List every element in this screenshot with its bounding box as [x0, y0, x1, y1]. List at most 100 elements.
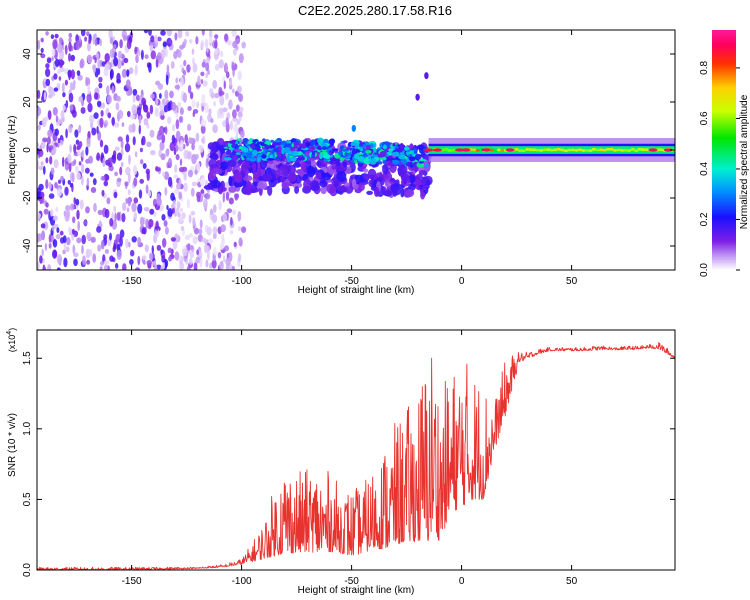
spectrogram-noise-blob	[132, 94, 136, 103]
spectrogram-noise-blob	[71, 172, 75, 183]
spectrogram-noise-blob	[143, 118, 149, 126]
spectrogram-noise-blob	[228, 197, 234, 205]
spectrogram-noise-blob	[96, 100, 102, 108]
spectrogram-band-halo	[281, 182, 290, 190]
snr-ylabel: SNR (10 * v/v)	[7, 413, 18, 477]
spectrogram-noise-blob	[116, 152, 123, 161]
spectrogram-noise-blob	[49, 155, 53, 165]
spectrogram-noise-blob	[69, 104, 74, 111]
spectrogram-noise-blob	[205, 259, 209, 268]
stable-line-core	[514, 148, 519, 151]
spectrogram-noise-blob	[77, 150, 81, 157]
spectrogram-noise-blob	[214, 34, 219, 39]
spectrogram-band-halo	[395, 179, 400, 185]
spectrogram-noise-blob	[112, 150, 117, 157]
spectrogram-noise-blob	[70, 69, 75, 80]
snr-y-multiplier-exp: 4	[6, 331, 13, 335]
spectrogram-noise-blob	[58, 37, 63, 44]
spectrogram-band-halo	[400, 187, 405, 198]
spectrogram-noise-blob	[186, 123, 192, 132]
spectrogram-noise-blob	[50, 167, 55, 175]
spectrogram-noise-blob	[168, 39, 173, 45]
y-tick-label: -20	[22, 190, 33, 205]
spectrogram-noise-blob	[47, 264, 52, 270]
stable-line-core	[539, 148, 544, 152]
spectrogram-noise-blob	[94, 38, 98, 47]
spectrogram-noise-blob	[237, 70, 242, 81]
spectrogram-noise-blob	[37, 213, 41, 219]
spectrogram-noise-blob	[57, 137, 61, 144]
spectrogram-band-blob	[286, 155, 290, 162]
x-tick-label: 50	[566, 576, 578, 587]
spectrogram-noise-blob	[53, 73, 58, 80]
spectrogram-noise-blob	[131, 236, 137, 243]
spectrogram-noise-blob	[128, 124, 134, 133]
spectrogram-noise-blob	[40, 161, 44, 166]
spectrogram-band-blob	[251, 149, 258, 156]
spectrogram-noise-blob	[183, 38, 187, 46]
spectrogram-noise-blob	[101, 175, 106, 181]
spectrogram-noise-blob	[54, 33, 59, 39]
spectrogram-noise-blob	[103, 122, 107, 128]
spectrogram-noise-blob	[68, 32, 73, 39]
spectrogram-noise-blob	[80, 30, 86, 37]
stable-line-peak	[663, 148, 673, 152]
stable-line-core	[528, 148, 533, 152]
spectrogram-noise-blob	[190, 137, 194, 144]
stable-line-peak	[432, 148, 442, 152]
spectrogram-band-halo	[322, 172, 332, 181]
spectrogram-noise-blob	[56, 69, 61, 75]
spectrogram-noise-blob	[94, 56, 97, 64]
spectrogram-noise-blob	[190, 210, 196, 216]
spectrogram-noise-blob	[175, 112, 179, 120]
spectrogram-band-blob	[400, 158, 408, 165]
stable-line-core	[549, 148, 554, 152]
spectrogram-noise-blob	[42, 266, 47, 270]
spectrogram-noise-blob	[174, 32, 178, 41]
spectrogram-noise-blob	[153, 211, 157, 217]
spectrogram-noise-blob	[189, 251, 195, 259]
colorbar-label: Normalized spectral amplitude	[739, 94, 750, 229]
spectrogram-noise-blob	[218, 200, 222, 211]
spectrogram-noise-blob	[181, 212, 186, 220]
spectrogram-noise-blob	[99, 117, 104, 128]
spectrogram-noise-blob	[222, 120, 227, 128]
spectrogram-noise-blob	[42, 137, 48, 143]
spectrogram-band-halo	[337, 186, 346, 192]
spectrogram-noise-blob	[87, 42, 91, 52]
spectrogram-noise-blob	[160, 249, 164, 255]
spectrogram-noise-blob	[210, 208, 213, 215]
spectrogram-noise-blob	[37, 89, 41, 99]
spectrogram-noise-blob	[226, 208, 233, 213]
spectrogram-noise-blob	[92, 34, 96, 45]
stable-line-core	[496, 148, 502, 152]
spectrogram-noise-blob	[89, 248, 93, 257]
spectrogram-band-blob	[311, 150, 316, 157]
stable-line-peak	[454, 148, 464, 152]
spectrogram-noise-blob	[166, 30, 172, 37]
snr-y-multiplier-base: (x10	[7, 335, 17, 353]
spectrogram-noise-blob	[208, 108, 212, 116]
spectrogram-noise-blob	[161, 214, 166, 221]
spectrogram-band-blob	[244, 138, 248, 144]
spectrogram-band-blob	[378, 161, 383, 165]
spectrogram-noise-blob	[150, 150, 156, 156]
spectrogram-noise-blob	[156, 133, 162, 141]
spectrogram-noise-blob	[148, 30, 152, 36]
spectrogram-noise-blob	[84, 36, 87, 42]
spectrogram-noise-blob	[106, 85, 110, 96]
spectrogram-ylabel: Frequency (Hz)	[7, 116, 18, 185]
spectrogram-noise-blob	[149, 208, 155, 215]
spectrogram-band-blob	[256, 156, 261, 163]
spectrogram-noise-blob	[81, 163, 85, 174]
spectrogram-band-blob	[379, 151, 388, 156]
spectrogram-noise-blob	[188, 169, 193, 178]
spectrogram-band-blob	[274, 139, 281, 143]
stable-line-core	[546, 148, 551, 152]
spectrogram-noise-blob	[149, 44, 154, 52]
spectrogram-noise-blob	[159, 103, 165, 111]
spectrogram-band-halo	[208, 158, 218, 169]
spectrogram-noise-blob	[196, 249, 200, 256]
spectrogram-noise-blob	[235, 131, 239, 140]
snr-y-multiplier: (x104)	[6, 328, 17, 352]
